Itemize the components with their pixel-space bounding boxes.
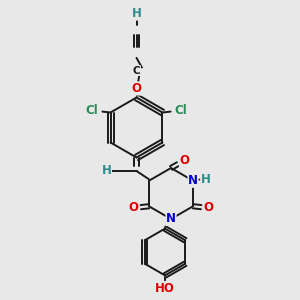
Text: O: O <box>128 201 138 214</box>
Text: N: N <box>166 212 176 226</box>
Text: H: H <box>132 7 141 20</box>
Text: Cl: Cl <box>85 104 98 118</box>
Text: Cl: Cl <box>175 104 188 118</box>
Text: N: N <box>188 174 198 187</box>
Text: O: O <box>204 201 214 214</box>
Text: C: C <box>133 65 140 76</box>
Text: HO: HO <box>155 281 175 295</box>
Text: O: O <box>131 82 142 95</box>
Text: O: O <box>179 154 190 167</box>
Text: H: H <box>102 164 111 178</box>
Text: H: H <box>201 173 211 186</box>
